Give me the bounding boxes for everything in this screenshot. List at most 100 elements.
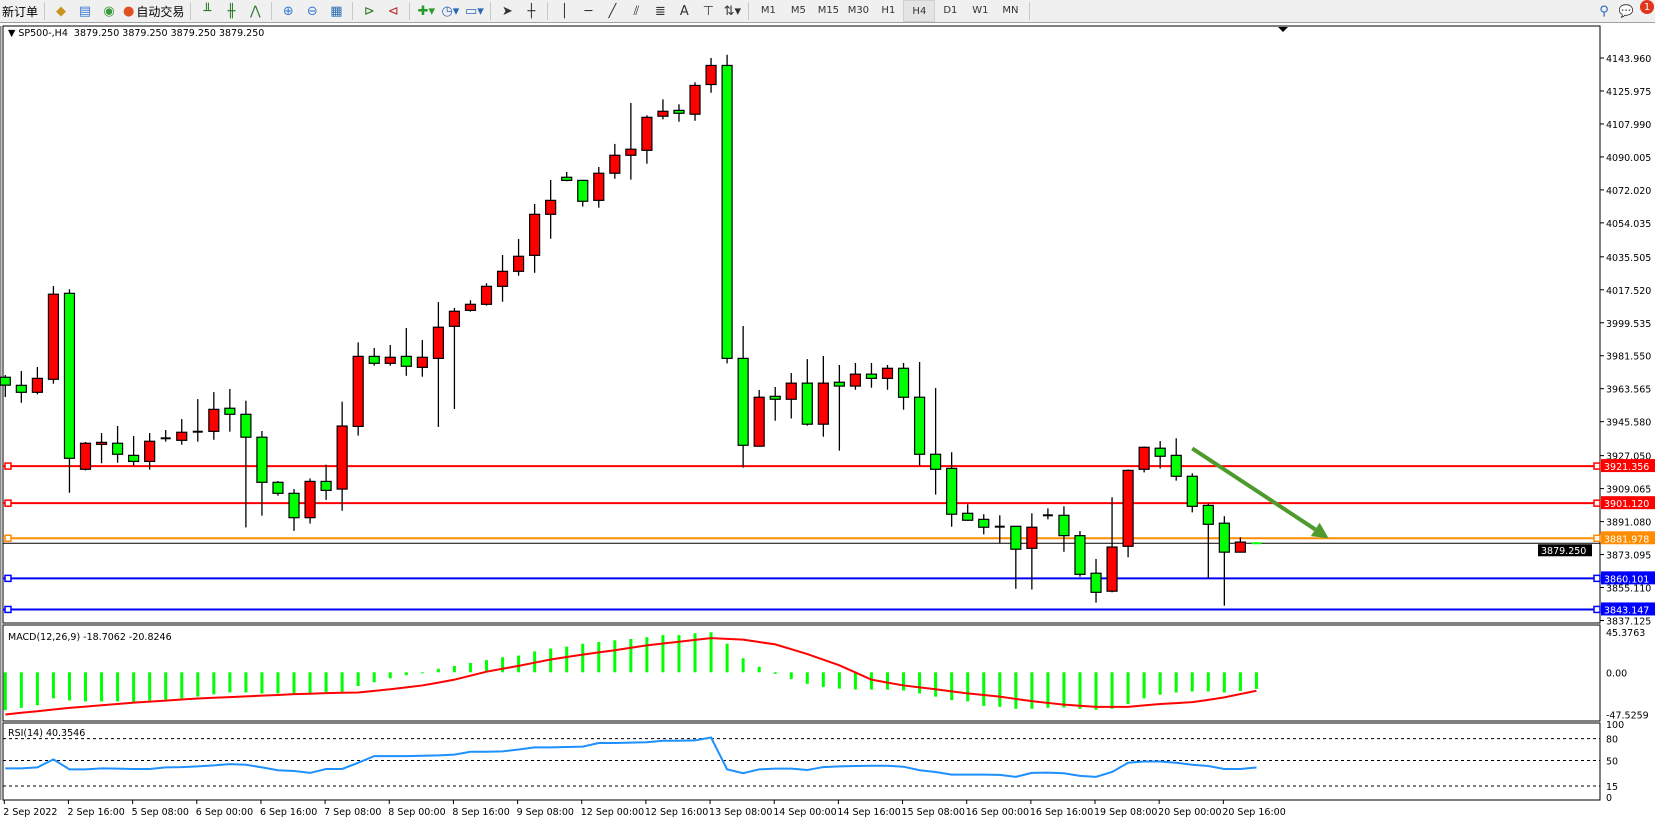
collapse-triangle-icon[interactable]: ▼ — [8, 28, 16, 39]
chart-shift-marker-icon[interactable] — [1278, 27, 1288, 32]
history-icon[interactable]: ▤ — [78, 3, 92, 19]
candle-body — [1234, 541, 1246, 553]
chart-header: ▼ SP500-,H4 3879.250 3879.250 3879.250 3… — [8, 28, 264, 39]
candle — [849, 362, 862, 390]
candle — [464, 300, 477, 312]
toolbar-separator — [190, 2, 192, 20]
bar-chart-icon[interactable]: ╨ — [203, 3, 212, 19]
timeframe-mn[interactable]: MN — [1002, 4, 1019, 16]
candle — [432, 302, 444, 427]
candle — [63, 289, 76, 493]
time-axis-label: 6 Sep 00:00 — [196, 807, 253, 818]
time-axis-label: 15 Sep 08:00 — [902, 807, 965, 818]
candle — [192, 399, 203, 442]
level-handle-right[interactable] — [1593, 499, 1601, 507]
timeframe-h1[interactable]: H1 — [881, 4, 896, 16]
indicators-icon[interactable]: ✚▾ — [417, 3, 436, 19]
level-handle-left[interactable] — [4, 462, 12, 470]
arrows-icon[interactable]: ⇅▾ — [723, 3, 742, 19]
candle — [1106, 497, 1118, 593]
price-axis-label: 3891.080 — [1606, 518, 1651, 529]
candle-body — [657, 110, 669, 117]
candle-body — [1154, 447, 1166, 457]
signal-icon[interactable]: ◉ — [103, 3, 115, 19]
trend-arrow-head-icon[interactable] — [1310, 522, 1329, 539]
crosshair-icon[interactable]: ┼ — [527, 3, 536, 19]
candlestick-icon[interactable]: ╫ — [227, 3, 236, 19]
level-handle-left[interactable] — [4, 499, 12, 507]
timeframe-d1[interactable]: D1 — [943, 4, 958, 16]
vertical-line-icon[interactable]: │ — [560, 3, 569, 19]
level-handle-right[interactable] — [1593, 574, 1601, 583]
time-axis-label: 16 Sep 16:00 — [1030, 807, 1093, 818]
candle — [384, 345, 396, 366]
candle-body — [384, 356, 396, 364]
autoscroll-icon[interactable]: ⊲ — [387, 3, 399, 19]
periods-icon[interactable]: ◷▾ — [441, 3, 460, 19]
candle-body — [529, 213, 541, 256]
time-axis-label: 7 Sep 08:00 — [324, 807, 381, 818]
candle-body — [416, 356, 428, 368]
candle-body — [1186, 475, 1198, 507]
zoom-out-icon[interactable]: ⊖ — [306, 3, 318, 19]
search-icon[interactable]: ⚲ — [1599, 3, 1609, 19]
text-icon[interactable]: A — [679, 3, 689, 19]
auto-trading-button[interactable]: ● 自动交易 — [121, 1, 186, 21]
candle — [1202, 503, 1214, 579]
price-axis-label: 3963.565 — [1606, 385, 1651, 396]
new-order-button[interactable]: 新订单 — [2, 4, 39, 19]
timeframe-m1[interactable]: M1 — [760, 4, 776, 16]
text-label-icon[interactable]: ⊤ — [702, 3, 715, 19]
macd-axis-label: 0.00 — [1606, 668, 1627, 679]
macd-axis-label: -47.5259 — [1606, 711, 1649, 722]
candle — [47, 285, 60, 384]
equidistant-channel-icon[interactable]: ⫽ — [633, 3, 640, 19]
candle-body — [978, 518, 990, 528]
timeframe-m15[interactable]: M15 — [817, 4, 840, 16]
toolbar-separator — [490, 2, 492, 20]
gold-bar-icon[interactable]: ◆ — [56, 3, 67, 19]
cursor-icon[interactable]: ➤ — [501, 3, 513, 19]
timeframe-h4[interactable]: H4 — [903, 0, 936, 22]
price-axis-label: 4017.520 — [1606, 286, 1651, 297]
notification-icon[interactable]: 💬 — [1618, 4, 1634, 18]
timeframe-m30[interactable]: M30 — [847, 4, 870, 16]
timeframe-m5[interactable]: M5 — [790, 4, 806, 16]
horizontal-line-icon[interactable]: ─ — [584, 3, 593, 19]
level-price-label: 3860.101 — [1604, 574, 1649, 585]
level-handle-left[interactable] — [4, 574, 12, 583]
candle-body — [512, 255, 525, 272]
candle-body — [1106, 546, 1118, 592]
candle — [79, 441, 92, 471]
candle — [176, 419, 188, 445]
candle — [95, 432, 108, 464]
level-handle-left[interactable] — [4, 534, 12, 543]
candle — [160, 430, 171, 442]
tile-windows-icon[interactable]: ▦ — [330, 3, 343, 19]
templates-icon[interactable]: ▭▾ — [464, 3, 484, 19]
candle — [256, 430, 268, 516]
candle-body — [144, 440, 156, 463]
level-handle-right[interactable] — [1593, 462, 1601, 470]
candle — [833, 364, 845, 451]
timeframe-w1[interactable]: W1 — [972, 4, 989, 16]
trend-arrow-line[interactable] — [1191, 446, 1317, 532]
chart-shift-icon[interactable]: ⊳ — [363, 3, 375, 19]
candle — [978, 514, 990, 535]
level-handle-left[interactable] — [4, 605, 12, 614]
candle — [1170, 438, 1182, 481]
line-chart-icon[interactable]: ⋀ — [250, 3, 261, 19]
ohlc-values: 3879.250 3879.250 3879.250 3879.250 — [73, 28, 265, 39]
candle — [1122, 469, 1134, 558]
candle-body — [63, 292, 76, 459]
level-handle-right[interactable] — [1593, 534, 1601, 543]
macd-axis-label: 45.3763 — [1606, 628, 1645, 639]
zoom-in-icon[interactable]: ⊕ — [282, 3, 294, 19]
candle — [288, 489, 300, 531]
candle-body — [111, 442, 124, 455]
fibonacci-icon[interactable]: ≣ — [654, 3, 666, 19]
level-handle-right[interactable] — [1593, 605, 1601, 614]
candle-body — [1074, 535, 1086, 575]
trendline-icon[interactable]: ╱ — [608, 3, 617, 19]
